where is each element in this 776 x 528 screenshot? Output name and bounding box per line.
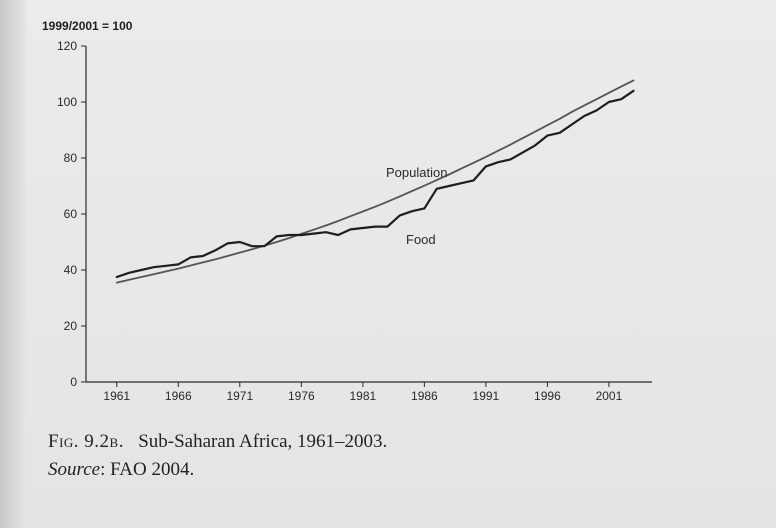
caption-title-line: Fig. 9.2b. Sub-Saharan Africa, 1961–2003… <box>48 428 748 456</box>
x-tick-label: 1996 <box>534 389 561 403</box>
population-series-line <box>115 79 635 284</box>
caption-source-line: Source: FAO 2004. <box>48 456 748 484</box>
y-tick-label: 60 <box>64 207 78 221</box>
y-tick-label: 0 <box>70 375 77 389</box>
source-text: : FAO 2004. <box>100 459 195 480</box>
figure-title: Sub-Saharan Africa, 1961–2003. <box>138 431 388 452</box>
axis-ticks: 0 20 40 60 80 100 120 1961 1966 1971 1976 1981 1986 1… <box>57 39 623 403</box>
x-tick-label: 1976 <box>288 389 315 403</box>
series-lines <box>115 79 635 284</box>
x-tick-label: 1991 <box>473 389 500 403</box>
food-series-line <box>115 89 635 279</box>
figure-number: Fig. 9.2b. <box>48 431 124 452</box>
line-chart: 1999/2001 = 100 0 20 40 60 80 100 120 1961 1966 1… <box>42 19 652 403</box>
source-label: Source <box>48 459 101 480</box>
figure-caption: Fig. 9.2b. Sub-Saharan Africa, 1961–2003… <box>48 428 748 484</box>
x-tick-label: 1966 <box>165 389 192 403</box>
y-tick-label: 40 <box>64 263 78 277</box>
x-tick-label: 2001 <box>596 389 623 403</box>
y-tick-label: 20 <box>64 319 78 333</box>
food-series-label: Food <box>406 232 436 247</box>
x-tick-label: 1986 <box>411 389 438 403</box>
x-tick-label: 1961 <box>103 389 130 403</box>
population-series-label: Population <box>386 165 447 180</box>
y-axis-unit-label: 1999/2001 = 100 <box>42 19 133 33</box>
y-tick-label: 120 <box>57 39 77 53</box>
y-tick-label: 80 <box>64 151 78 165</box>
y-tick-label: 100 <box>57 95 77 109</box>
x-tick-label: 1981 <box>349 389 376 403</box>
x-tick-label: 1971 <box>226 389 253 403</box>
